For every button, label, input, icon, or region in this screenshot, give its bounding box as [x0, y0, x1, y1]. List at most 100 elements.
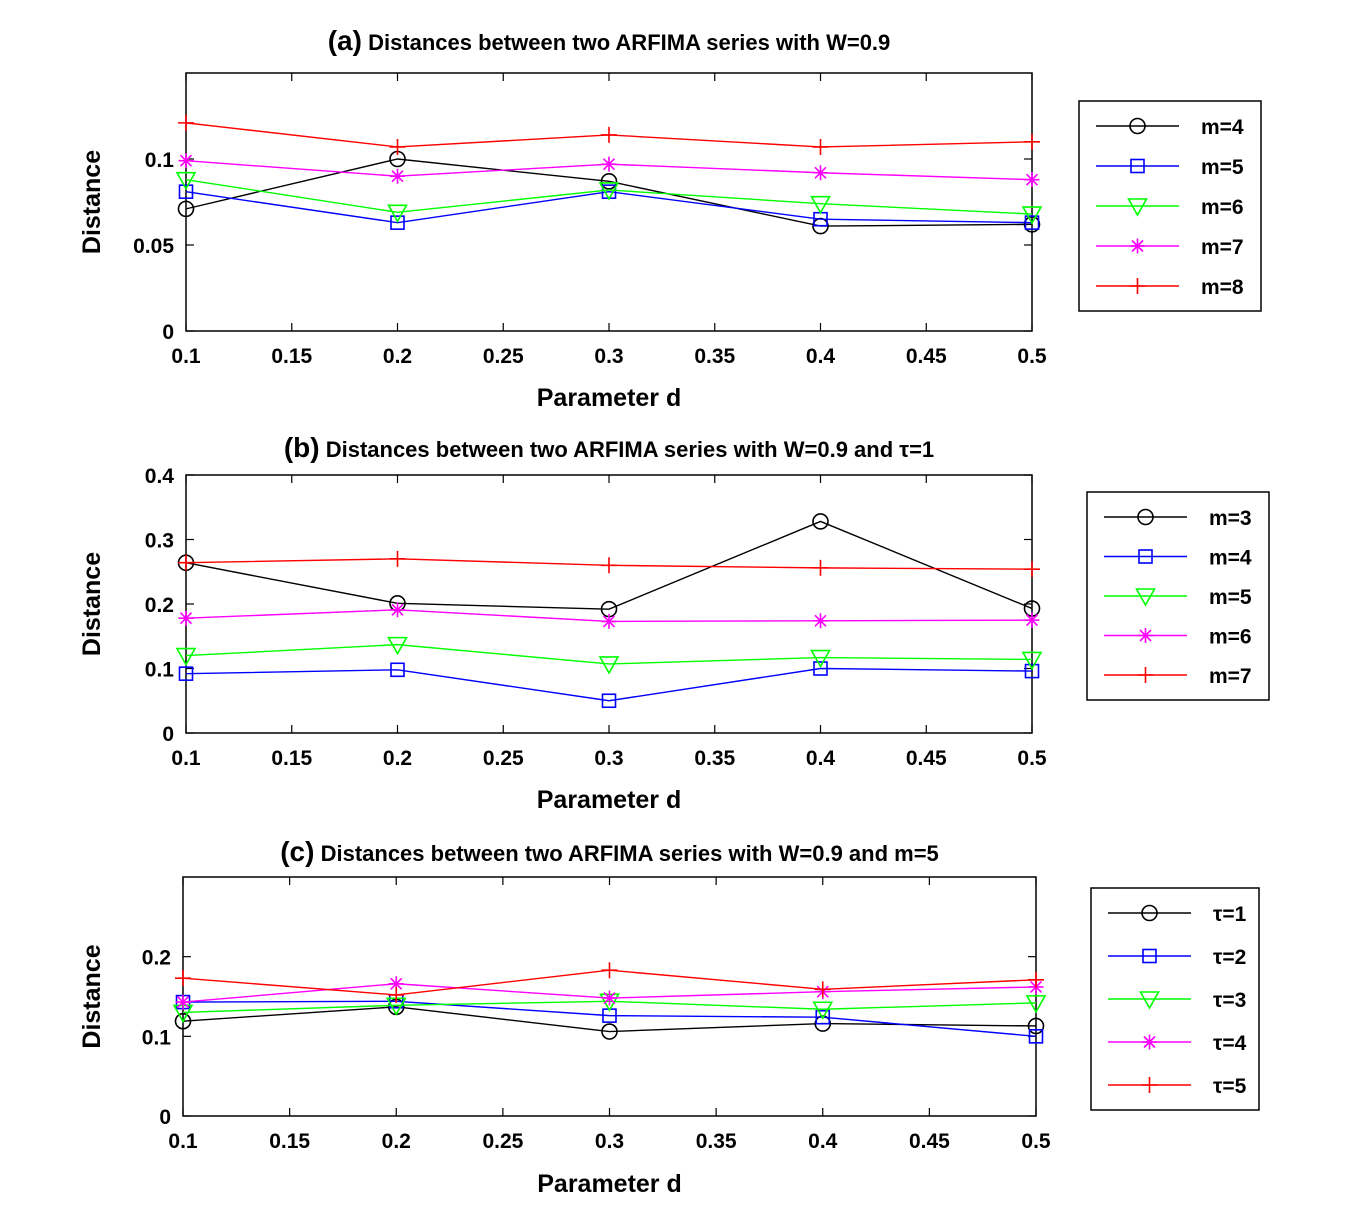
series-1 — [178, 184, 1040, 230]
legend-label: τ=3 — [1213, 989, 1246, 1012]
chart-title: (b) Distances between two ARFIMA series … — [284, 432, 934, 463]
series-line — [185, 667, 1033, 702]
data-point-asterisk-2 — [602, 990, 617, 1006]
chart-title: (a) Distances between two ARFIMA series … — [328, 25, 891, 56]
x-tick-label: 0.4 — [806, 747, 836, 770]
series-line — [185, 158, 1033, 227]
legend-marker-square-1 — [1142, 948, 1157, 964]
x-tick-label: 0.4 — [808, 1130, 838, 1153]
chart-title-prefix: (b) — [284, 432, 320, 463]
legend-label: τ=5 — [1213, 1075, 1247, 1098]
x-tick-label: 0.5 — [1017, 747, 1047, 770]
data-point-circle-2 — [601, 1023, 618, 1040]
y-axis-label: Distance — [78, 552, 106, 656]
x-axis-label: Parameter d — [537, 1170, 682, 1198]
x-tick-label: 0.15 — [271, 747, 312, 770]
x-tick-label: 0.2 — [382, 1130, 411, 1153]
legend-label: m=6 — [1201, 196, 1244, 219]
data-point-triangle-down-4 — [1021, 206, 1043, 225]
data-point-circle-3 — [812, 513, 829, 530]
y-tick-label: 0.2 — [145, 594, 174, 617]
data-point-asterisk-1 — [390, 602, 405, 618]
data-point-asterisk-4 — [1024, 172, 1040, 188]
x-tick-label: 0.15 — [269, 1130, 310, 1153]
x-tick-label: 0.45 — [906, 747, 947, 770]
series-line — [185, 520, 1033, 610]
chart-title-prefix: (c) — [280, 836, 314, 867]
chart-panel-1: (b) Distances between two ARFIMA series … — [78, 432, 1270, 814]
chart-panel-2: (c) Distances between two ARFIMA series … — [78, 836, 1260, 1198]
series-2 — [175, 636, 1043, 675]
series-0 — [177, 150, 1041, 235]
data-point-circle-4 — [1027, 1017, 1045, 1035]
y-tick-label: 0 — [159, 1106, 171, 1129]
data-point-asterisk-1 — [388, 976, 404, 992]
data-point-square-3 — [815, 1009, 831, 1025]
series-3 — [178, 602, 1040, 629]
series-line — [185, 178, 1033, 215]
legend-marker-square-1 — [1138, 549, 1153, 564]
data-point-plus-4 — [1024, 561, 1040, 578]
legend: m=3 m=4 m=5 m=6 m=7 — [1086, 491, 1270, 701]
chart-title-text: Distances between two ARFIMA series with… — [321, 841, 939, 866]
data-point-plus-1 — [388, 986, 405, 1003]
data-point-triangle-down-1 — [387, 636, 408, 656]
data-point-asterisk-4 — [1024, 612, 1040, 628]
legend-marker-asterisk-3 — [1142, 1034, 1157, 1050]
series-4 — [178, 114, 1040, 155]
data-point-triangle-down-1 — [387, 204, 408, 223]
data-point-plus-2 — [601, 126, 617, 143]
legend-marker-circle-0 — [1141, 904, 1158, 922]
data-point-plus-3 — [812, 559, 829, 576]
x-tick-label: 0.5 — [1017, 345, 1047, 368]
y-tick-label: 0.1 — [142, 1026, 172, 1049]
data-point-triangle-down-4 — [1025, 995, 1047, 1014]
legend-marker-square-1 — [1130, 158, 1145, 174]
chart-title-text: Distances between two ARFIMA series with… — [326, 437, 934, 462]
legend-marker-triangle-down-2 — [1139, 991, 1160, 1010]
x-tick-label: 0.1 — [171, 747, 201, 770]
data-point-asterisk-3 — [813, 165, 828, 181]
legend: m=4 m=5 m=6 m=7 m=8 — [1078, 100, 1262, 312]
legend-marker-triangle-down-2 — [1127, 198, 1148, 217]
legend-label: τ=4 — [1213, 1032, 1247, 1055]
data-point-asterisk-0 — [178, 610, 194, 626]
y-tick-label: 0.2 — [142, 947, 171, 970]
data-point-plus-4 — [1024, 133, 1040, 150]
x-tick-label: 0.45 — [909, 1130, 950, 1153]
data-point-square-4 — [1024, 215, 1040, 230]
data-point-plus-3 — [814, 981, 831, 998]
data-point-triangle-down-4 — [1021, 651, 1043, 671]
chart-title: (c) Distances between two ARFIMA series … — [280, 836, 939, 867]
series-line — [185, 190, 1033, 224]
legend-label: m=4 — [1201, 116, 1244, 139]
data-point-square-0 — [178, 184, 194, 199]
legend-label: m=3 — [1209, 507, 1252, 530]
y-tick-label: 0.1 — [145, 659, 175, 682]
x-tick-label: 0.2 — [383, 345, 412, 368]
data-point-square-2 — [601, 693, 617, 709]
y-tick-label: 0 — [162, 723, 174, 746]
x-tick-label: 0.1 — [168, 1130, 198, 1153]
x-tick-label: 0.25 — [483, 345, 524, 368]
series-4 — [178, 550, 1040, 578]
data-point-triangle-down-2 — [598, 182, 620, 201]
legend-label: m=7 — [1201, 236, 1244, 259]
data-point-square-1 — [390, 215, 405, 230]
data-point-square-4 — [1028, 1029, 1044, 1044]
data-point-asterisk-3 — [813, 613, 828, 629]
series-4 — [175, 962, 1044, 1003]
data-point-triangle-down-3 — [812, 1001, 834, 1020]
legend-marker-circle-0 — [1137, 508, 1154, 526]
series-2 — [175, 171, 1043, 225]
x-axis-label: Parameter d — [537, 786, 682, 814]
y-tick-label: 0 — [162, 321, 174, 344]
data-point-plus-4 — [1028, 971, 1044, 988]
y-tick-label: 0.3 — [145, 530, 174, 553]
data-point-circle-0 — [174, 1012, 192, 1030]
x-tick-label: 0.3 — [595, 1130, 624, 1153]
series-3 — [178, 153, 1040, 188]
data-point-asterisk-0 — [175, 994, 191, 1010]
data-point-triangle-down-0 — [175, 171, 197, 191]
